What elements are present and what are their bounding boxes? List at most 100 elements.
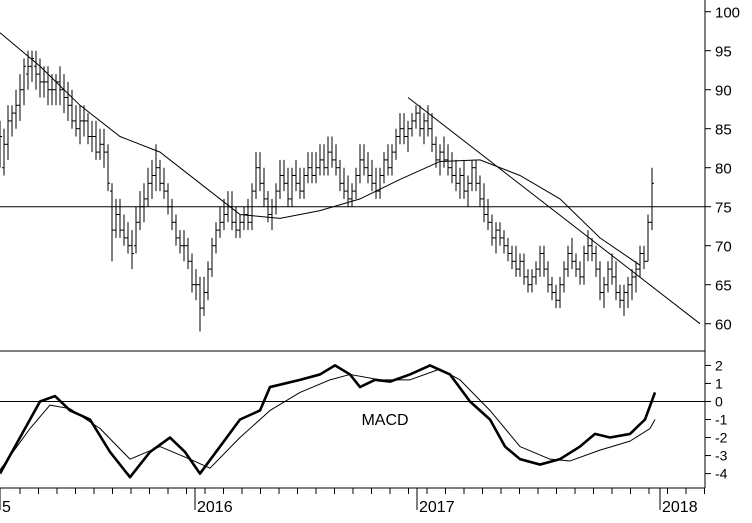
ohlc-bar xyxy=(610,253,614,285)
ohlc-bar xyxy=(422,113,426,145)
ohlc-bar xyxy=(546,261,550,293)
ohlc-bar xyxy=(594,245,598,277)
ohlc-bar xyxy=(426,105,430,137)
ohlc-bar xyxy=(290,167,294,207)
ohlc-bar xyxy=(262,167,266,207)
ohlc-bar xyxy=(642,245,646,270)
ohlc-bar xyxy=(326,136,330,176)
ohlc-bar xyxy=(590,237,594,262)
ohlc-bar xyxy=(66,81,70,121)
axes: 60 65 70 75 80 85 90 95 100 2 1 0 -1 -2 -3 -4 5 2016 2017 2… xyxy=(0,0,740,516)
price-y-tick-label: 90 xyxy=(715,83,732,100)
ohlc-bar xyxy=(178,230,182,254)
ohlc-bar xyxy=(314,152,318,184)
ohlc-bar xyxy=(154,144,158,192)
ohlc-bar xyxy=(358,144,362,184)
ohlc-bar xyxy=(530,269,534,293)
ohlc-bar xyxy=(506,237,510,262)
ohlc-bar xyxy=(638,245,642,277)
price-panel xyxy=(0,32,705,332)
ohlc-bar xyxy=(318,144,322,176)
ohlc-bar xyxy=(246,198,250,231)
ohlc-bar xyxy=(50,74,54,106)
ohlc-bar xyxy=(630,269,634,301)
ohlc-bar xyxy=(634,261,638,293)
ohlc-bar xyxy=(94,120,98,160)
ohlc-bar xyxy=(578,261,582,285)
ohlc-bar xyxy=(386,144,390,176)
ohlc-bar xyxy=(42,66,46,98)
ohlc-bar xyxy=(646,214,650,262)
ohlc-bar xyxy=(6,105,10,160)
ohlc-bar xyxy=(390,144,394,176)
ohlc-bar xyxy=(442,136,446,168)
ohlc-bar xyxy=(2,128,6,176)
price-y-tick-label: 65 xyxy=(715,278,732,295)
ohlc-bar xyxy=(470,159,474,192)
ohlc-bar xyxy=(566,245,570,277)
ohlc-bar xyxy=(342,167,346,199)
ohlc-bar xyxy=(310,152,314,184)
ohlc-bar xyxy=(210,237,214,277)
ohlc-bar xyxy=(306,152,310,184)
ohlc-bar xyxy=(70,89,74,129)
price-y-tick-label: 75 xyxy=(715,200,732,217)
ohlc-bar xyxy=(82,105,86,137)
ohlc-bar xyxy=(482,183,486,223)
ohlc-bar xyxy=(614,261,618,301)
ohlc-bar xyxy=(18,74,22,121)
ohlc-bar xyxy=(90,120,94,153)
macd-panel: MACD xyxy=(0,364,705,479)
ohlc-bar xyxy=(554,284,558,309)
ohlc-bar xyxy=(334,144,338,176)
macd-title: MACD xyxy=(361,412,408,429)
ohlc-bar xyxy=(514,245,518,277)
ohlc-bar xyxy=(146,167,150,207)
ohlc-bar xyxy=(218,206,222,238)
macd-y-tick-label: 0 xyxy=(715,393,723,409)
ohlc-bar xyxy=(302,167,306,199)
ohlc-bar xyxy=(410,113,414,137)
ohlc-bar xyxy=(38,58,42,98)
ohlc-bar xyxy=(298,167,302,199)
ohlc-bar xyxy=(126,222,130,254)
ohlc-bar xyxy=(402,113,406,145)
ohlc-bar xyxy=(582,245,586,285)
ohlc-bar xyxy=(202,276,206,316)
x-tick-label: 5 xyxy=(2,499,11,516)
ohlc-bar xyxy=(194,269,198,301)
ohlc-bar xyxy=(122,214,126,246)
ohlc-bar xyxy=(278,159,282,199)
ohlc-bar xyxy=(134,206,138,254)
ohlc-bar xyxy=(22,58,26,106)
price-y-tick-label: 60 xyxy=(715,317,732,334)
ohlc-bar xyxy=(650,167,654,231)
signal-line xyxy=(0,368,656,471)
ohlc-bar xyxy=(370,159,374,192)
ohlc-bar xyxy=(174,214,178,246)
ohlc-bar xyxy=(366,152,370,184)
ohlc-bar xyxy=(106,144,110,192)
ohlc-bar xyxy=(0,120,2,168)
price-y-tick-label: 100 xyxy=(715,5,740,22)
ohlc-bar xyxy=(222,198,226,231)
ohlc-bar xyxy=(618,284,622,309)
ohlc-bar xyxy=(450,152,454,184)
ohlc-bar xyxy=(406,120,410,153)
ohlc-bar xyxy=(206,261,210,301)
ohlc-bar xyxy=(462,159,466,199)
ohlc-bar xyxy=(446,144,450,176)
ohlc-bar xyxy=(466,175,470,207)
x-tick-label: 2018 xyxy=(662,499,698,516)
ohlc-bar xyxy=(162,167,166,199)
ohlc-bar xyxy=(98,128,102,160)
ohlc-bar xyxy=(378,167,382,199)
x-tick-label: 2016 xyxy=(197,499,233,516)
macd-y-tick-label: -3 xyxy=(715,448,728,464)
ohlc-bar xyxy=(86,113,90,145)
ohlc-bar xyxy=(534,261,538,285)
price-y-tick-label: 95 xyxy=(715,44,732,61)
ohlc-bar xyxy=(622,284,626,316)
